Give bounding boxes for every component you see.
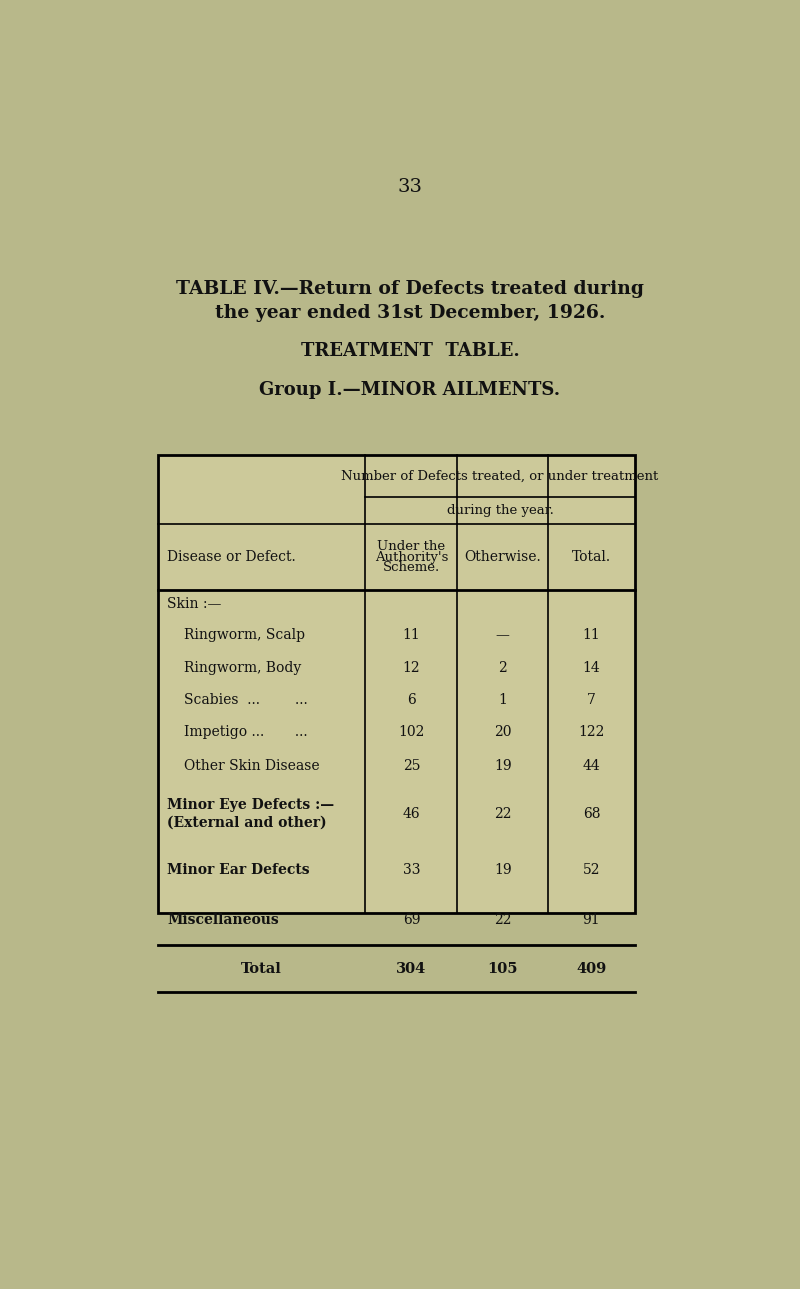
- Text: Scabies  ...        ...: Scabies ... ...: [185, 693, 308, 706]
- Text: 69: 69: [402, 913, 420, 927]
- Text: Impetigo ...       ...: Impetigo ... ...: [185, 726, 308, 739]
- Text: TABLE IV.—Return of Defects treated during: TABLE IV.—Return of Defects treated duri…: [176, 281, 644, 299]
- Text: Group I.—MINOR AILMENTS.: Group I.—MINOR AILMENTS.: [259, 380, 561, 398]
- Text: 2: 2: [498, 660, 507, 674]
- Text: 11: 11: [582, 628, 600, 642]
- Text: 25: 25: [402, 759, 420, 772]
- Text: Under the: Under the: [378, 540, 446, 553]
- Text: 7: 7: [587, 693, 596, 706]
- Text: 20: 20: [494, 726, 511, 739]
- Text: Otherwise.: Otherwise.: [464, 550, 541, 565]
- Text: 105: 105: [487, 962, 518, 976]
- Text: Other Skin Disease: Other Skin Disease: [185, 759, 320, 772]
- Text: Miscellaneous: Miscellaneous: [167, 913, 279, 927]
- Text: Minor Eye Defects :—: Minor Eye Defects :—: [167, 798, 334, 812]
- Text: Ringworm, Body: Ringworm, Body: [185, 660, 302, 674]
- Text: Skin :—: Skin :—: [167, 597, 222, 611]
- Text: (External and other): (External and other): [167, 815, 327, 829]
- Text: Number of Defects treated, or under treatment: Number of Defects treated, or under trea…: [342, 469, 658, 482]
- Text: 14: 14: [582, 660, 600, 674]
- Text: 46: 46: [402, 807, 420, 821]
- Text: Minor Ear Defects: Minor Ear Defects: [167, 862, 310, 877]
- Text: the year ended 31st December, 1926.: the year ended 31st December, 1926.: [215, 303, 605, 321]
- Text: TREATMENT  TABLE.: TREATMENT TABLE.: [301, 342, 519, 360]
- Text: 52: 52: [582, 862, 600, 877]
- Text: 11: 11: [402, 628, 420, 642]
- Text: —: —: [496, 628, 510, 642]
- Text: Total.: Total.: [572, 550, 611, 565]
- Text: 6: 6: [407, 693, 416, 706]
- Text: during the year.: during the year.: [446, 504, 554, 517]
- Bar: [158, 455, 634, 913]
- Text: Ringworm, Scalp: Ringworm, Scalp: [185, 628, 306, 642]
- Text: 19: 19: [494, 759, 511, 772]
- Text: Authority's: Authority's: [374, 550, 448, 563]
- Text: 68: 68: [582, 807, 600, 821]
- Text: 409: 409: [576, 962, 606, 976]
- Text: 22: 22: [494, 913, 511, 927]
- Text: Scheme.: Scheme.: [383, 561, 440, 575]
- Text: 33: 33: [402, 862, 420, 877]
- Text: Disease or Defect.: Disease or Defect.: [167, 550, 296, 565]
- Text: 44: 44: [582, 759, 600, 772]
- Text: 33: 33: [398, 178, 422, 196]
- Text: 19: 19: [494, 862, 511, 877]
- Text: 122: 122: [578, 726, 605, 739]
- Text: 22: 22: [494, 807, 511, 821]
- Text: 12: 12: [402, 660, 420, 674]
- Text: 102: 102: [398, 726, 425, 739]
- Text: Total: Total: [242, 962, 282, 976]
- Text: 1: 1: [498, 693, 507, 706]
- Text: 304: 304: [396, 962, 426, 976]
- Text: 91: 91: [582, 913, 600, 927]
